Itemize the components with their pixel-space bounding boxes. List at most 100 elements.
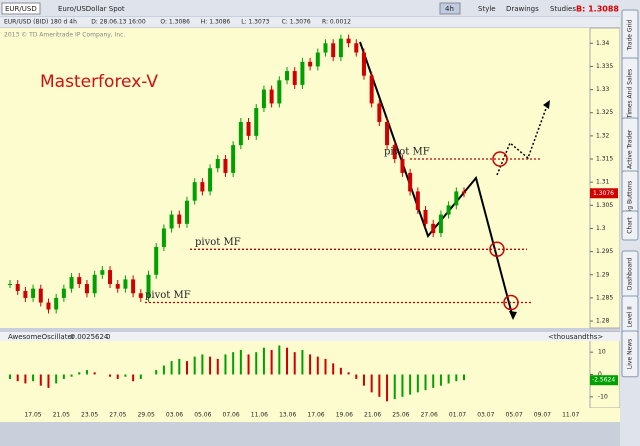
candle-body [92, 274, 97, 294]
candle-body [338, 38, 343, 58]
x-tick-label: 27.05 [109, 412, 126, 419]
x-tick-label: 21.06 [364, 412, 381, 419]
tab-label: Big Buttons [627, 181, 634, 216]
x-tick-label: 01.07 [449, 412, 466, 419]
y-tick-label: 1.325 [596, 109, 613, 116]
candle-body [231, 145, 236, 173]
candle-body [177, 214, 182, 224]
pivot-circle [489, 241, 505, 258]
x-tick-label: 03.06 [166, 412, 183, 419]
candle-body [8, 284, 12, 286]
candle-body [292, 71, 297, 85]
tab-label: Trade Grid [627, 19, 634, 51]
oscillator-zero: 0 [106, 333, 110, 341]
candle-body [192, 182, 197, 201]
candle-body [385, 121, 390, 146]
osc-tick-label: 10 [598, 349, 606, 356]
info-bar [0, 17, 620, 27]
x-tick-label: 23.05 [81, 412, 98, 419]
tab-label: Active Trader [627, 129, 634, 169]
tab-label: Live News [627, 339, 634, 369]
annotation: Masterforex-V [40, 72, 158, 92]
info-item: EUR/USD (BID) 180 d 4h [4, 19, 77, 26]
candle-body [308, 61, 313, 67]
x-tick-label: 05.07 [506, 412, 523, 419]
x-tick-label: 11.06 [251, 412, 268, 419]
symbol-box[interactable] [1, 2, 41, 15]
tab[interactable] [621, 210, 639, 241]
candle-body [423, 209, 428, 224]
last-price: 1.3076 [593, 190, 614, 197]
candle-body [238, 121, 243, 146]
candle-body [138, 293, 143, 298]
candle-body [254, 108, 259, 136]
candle-body [54, 297, 59, 310]
y-tick-label: 1.295 [596, 248, 613, 255]
y-tick-label: 1.305 [596, 202, 613, 209]
info-item: C: 1.3076 [282, 19, 311, 26]
oscillator-header [0, 332, 620, 341]
candle-body [31, 288, 36, 298]
pivot-circle [492, 151, 508, 167]
candle-body [369, 75, 374, 104]
candle-body [223, 159, 228, 173]
symbol: EUR/USD [5, 5, 37, 13]
y-tick-label: 1.285 [596, 294, 613, 301]
candle-body [208, 168, 213, 192]
candle-body [392, 145, 397, 160]
price-axis [589, 27, 621, 329]
style-button[interactable]: Style [478, 5, 496, 13]
y-tick-label: 1.315 [596, 156, 613, 163]
candle-body [200, 182, 205, 192]
info-item: O: 1.3086 [160, 19, 190, 26]
candle-body [446, 205, 451, 215]
osc-last: -2.5624 [592, 377, 615, 384]
x-tick-label: 27.06 [421, 412, 438, 419]
candle-body [77, 277, 82, 285]
arrow-head [509, 311, 517, 320]
tab[interactable] [621, 330, 639, 378]
candle-body [38, 288, 43, 303]
tab-label: Chart [627, 217, 634, 234]
toolbar [0, 0, 620, 16]
candle-body [108, 270, 113, 285]
info-item: R: 0.0012 [322, 19, 351, 26]
date-axis [0, 408, 620, 422]
x-tick-label: 17.05 [24, 412, 41, 419]
drawings-button[interactable]: Drawings [506, 5, 539, 13]
candle-body [454, 191, 459, 206]
info-item: D: 28.06.13 16:00 [91, 19, 146, 26]
candle-body [354, 43, 359, 53]
oscillator-units: <thousandths> [548, 333, 603, 341]
description: Euro/USDollar Spot [58, 5, 125, 13]
x-tick-label: 17.06 [307, 412, 324, 419]
osc-tick-label: -10 [598, 393, 608, 400]
candle-body [46, 302, 51, 310]
candle-body [161, 228, 166, 247]
x-tick-label: 21.05 [53, 412, 70, 419]
y-tick-label: 1.335 [596, 63, 613, 70]
oscillator-name: AwesomeOscillator [8, 333, 75, 341]
candle-body [277, 80, 282, 104]
x-tick-label: 13.06 [279, 412, 296, 419]
info-item: H: 1.3086 [201, 19, 231, 26]
candle-body [61, 288, 66, 298]
tab-label: Level II [627, 306, 634, 328]
candle-body [84, 284, 89, 294]
x-tick-label: 09.07 [534, 412, 551, 419]
period-button[interactable] [439, 2, 461, 15]
candle-body [285, 71, 290, 81]
y-tick-label: 1.28 [596, 318, 610, 325]
osc-last-box [590, 375, 618, 386]
candle-body [131, 279, 136, 294]
y-tick-label: 1.34 [596, 40, 610, 47]
candle-body [346, 38, 351, 44]
pivot-label: pivot MF [195, 237, 241, 248]
candle-body [23, 290, 28, 298]
candle-body [100, 270, 105, 275]
candle-body [269, 89, 274, 104]
y-tick-label: 1.29 [596, 271, 610, 278]
y-tick-label: 1.31 [596, 179, 610, 186]
x-tick-label: 19.06 [336, 412, 353, 419]
studies-button[interactable]: Studies [550, 5, 576, 13]
